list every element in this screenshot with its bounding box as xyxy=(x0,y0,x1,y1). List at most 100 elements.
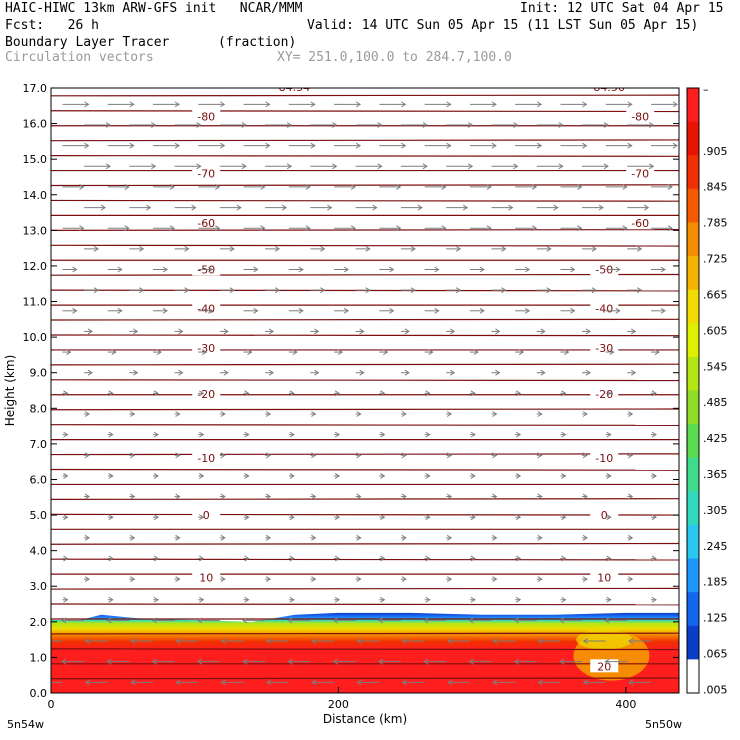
circulation-vector-head xyxy=(486,225,492,232)
circulation-vector-head xyxy=(531,184,538,190)
circulation-vector-head xyxy=(446,679,453,686)
circulation-vector-head xyxy=(311,638,317,644)
circulation-vector-head xyxy=(175,493,181,500)
circulation-vector-head xyxy=(649,163,655,170)
circulation-vector-head xyxy=(401,101,407,108)
circulation-vector-head xyxy=(320,245,326,252)
circulation-vector-head xyxy=(377,122,383,128)
colorbar-label: .605 xyxy=(703,324,728,337)
isotherm-line xyxy=(51,408,679,411)
circulation-vector-head xyxy=(651,431,657,438)
circulation-vector-head xyxy=(311,411,317,417)
circulation-vector-head xyxy=(537,493,543,500)
y-tick-label: 14.0 xyxy=(23,189,48,202)
colorbar-segment xyxy=(687,121,699,156)
isotherm-label: 0 xyxy=(601,509,608,522)
circulation-vector-head xyxy=(130,452,136,459)
circulation-vector-head xyxy=(615,307,621,314)
colorbar-segment xyxy=(687,558,699,593)
circulation-vector-head xyxy=(401,638,407,644)
circulation-vector-head xyxy=(244,390,250,397)
circulation-vector-head xyxy=(609,349,615,355)
circulation-vector-head xyxy=(244,555,250,562)
circulation-vector-head xyxy=(628,638,634,644)
circulation-vector-head xyxy=(467,122,474,128)
isotherm-line xyxy=(51,498,679,500)
circulation-vector-head xyxy=(84,638,91,644)
circulation-vector-head xyxy=(401,411,407,417)
circulation-vector-head xyxy=(401,142,407,149)
circulation-vector-head xyxy=(606,431,612,438)
circulation-vector-head xyxy=(446,411,453,417)
circulation-vector-head xyxy=(223,328,229,335)
y-tick-label: 9.0 xyxy=(30,367,48,380)
circulation-vector-head xyxy=(265,142,271,149)
isotherm-line xyxy=(51,94,679,97)
circulation-vector-head xyxy=(130,493,136,500)
circulation-vector-head xyxy=(84,142,90,149)
circulation-vector-head xyxy=(289,514,295,521)
circulation-vector-head xyxy=(84,493,90,500)
isotherm-line xyxy=(51,424,679,426)
circulation-vector-head xyxy=(260,184,266,190)
isotherm-line xyxy=(51,110,679,113)
circulation-vector-head xyxy=(654,349,660,355)
circulation-vector-head xyxy=(84,679,91,686)
circulation-vector-head xyxy=(628,411,634,417)
isotherm-label: -40 xyxy=(197,303,215,316)
circulation-vector-head xyxy=(265,101,271,108)
circulation-vector-head xyxy=(298,307,304,314)
circulation-vector-head xyxy=(356,576,362,583)
circulation-vector-head xyxy=(470,555,476,562)
circulation-vector-head xyxy=(84,411,90,417)
circulation-vector-head xyxy=(106,658,112,665)
circulation-vector-head xyxy=(468,658,474,665)
circulation-vector-head xyxy=(327,204,333,211)
circulation-vector-head xyxy=(559,658,565,665)
circulation-vector-head xyxy=(536,142,543,149)
isotherm-label: -40 xyxy=(595,303,613,316)
circulation-vector-head xyxy=(175,679,181,686)
colorbar-label: .665 xyxy=(703,288,728,301)
circulation-vector-head xyxy=(108,390,114,397)
circulation-vector-head xyxy=(492,452,498,459)
circulation-vector-head xyxy=(537,452,543,459)
circulation-vector-head xyxy=(628,452,634,459)
circulation-vector-head xyxy=(515,431,522,438)
y-tick-label: 1.0 xyxy=(30,651,48,664)
circulation-vector-head xyxy=(108,555,114,562)
x-tick-label: 400 xyxy=(615,698,636,711)
circulation-vector-head xyxy=(356,638,362,644)
circulation-vector-head xyxy=(247,349,253,355)
circulation-vector-head xyxy=(389,266,395,273)
circulation-vector-head xyxy=(253,307,259,314)
circulation-vector-head xyxy=(606,472,612,479)
circulation-vector-head xyxy=(404,369,410,376)
circulation-vector-head xyxy=(558,163,564,170)
circulation-vector-head xyxy=(401,534,407,541)
circulation-vector-head xyxy=(606,596,612,603)
circulation-vector-head xyxy=(199,472,205,479)
circulation-vector-head xyxy=(343,307,350,314)
circulation-vector-head xyxy=(130,411,136,417)
circulation-vector-head xyxy=(455,245,462,252)
circulation-vector-head xyxy=(564,349,570,355)
isotherm-label: -80 xyxy=(197,110,215,123)
circulation-vector-head xyxy=(651,555,657,562)
y-tick-label: 12.0 xyxy=(23,260,48,273)
isotherm-line xyxy=(51,199,679,202)
circulation-vector-head xyxy=(667,184,673,190)
circulation-vector-head xyxy=(515,390,522,397)
circulation-vector-head xyxy=(380,596,386,603)
circulation-vector-head xyxy=(169,184,175,190)
circulation-vector-head xyxy=(606,514,612,521)
isotherm-line xyxy=(51,453,679,456)
colorbar-segment xyxy=(687,659,699,694)
colorbar-label: .065 xyxy=(703,648,728,661)
circulation-vector-head xyxy=(244,514,250,521)
circulation-vector-head xyxy=(660,307,666,314)
circulation-vector-head xyxy=(84,101,90,108)
circulation-vector-head xyxy=(174,142,180,149)
circulation-vector-head xyxy=(546,287,552,294)
circulation-vector-head xyxy=(651,472,657,479)
